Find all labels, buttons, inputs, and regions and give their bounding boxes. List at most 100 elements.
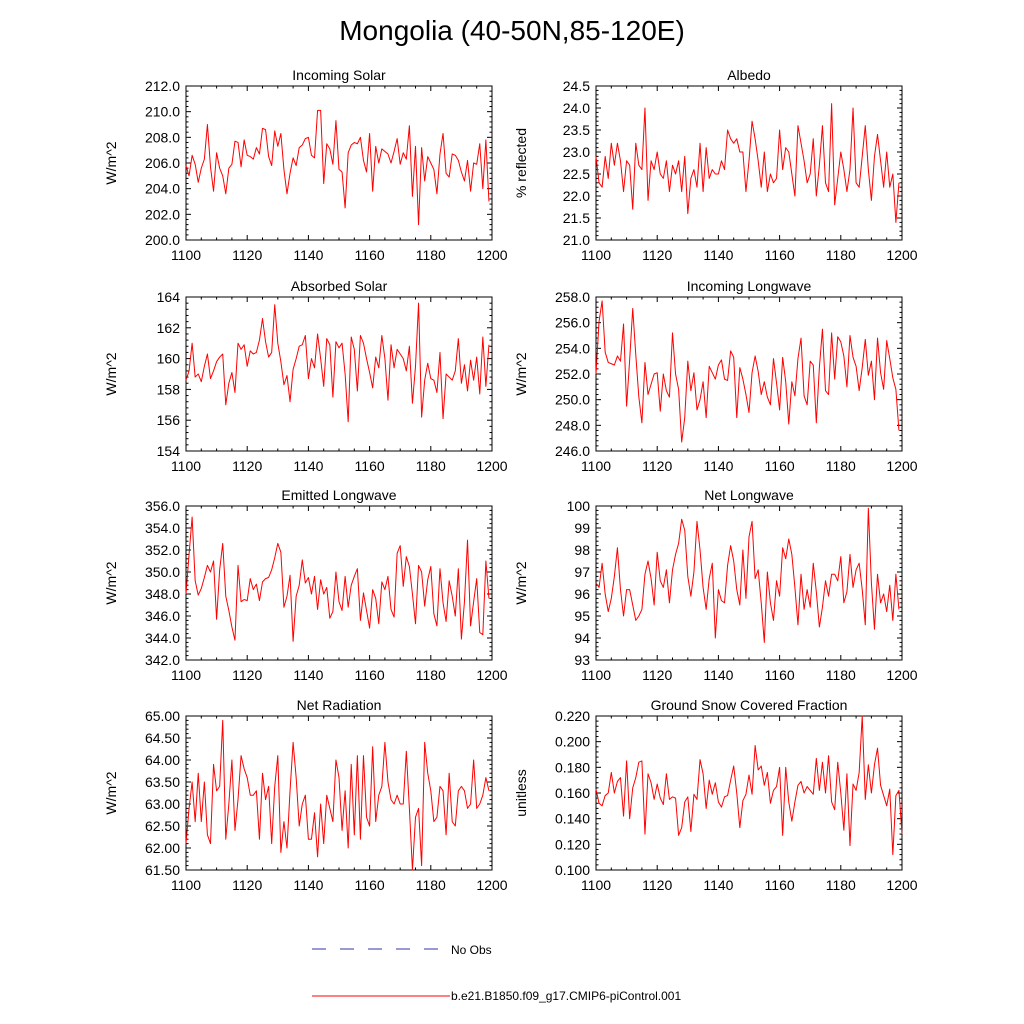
y-tick-label: 250.0 [555, 392, 590, 408]
y-tick-label: 21.5 [563, 210, 590, 226]
y-tick-label: 348.0 [145, 586, 180, 602]
x-tick-label: 1120 [642, 458, 672, 474]
y-tick-label: 93 [574, 652, 590, 668]
y-tick-label: 160 [157, 351, 181, 367]
y-tick-label: 344.0 [145, 630, 180, 646]
legend-entry-model: b.e21.B1850.f09_g17.CMIP6-piControl.001 [312, 989, 681, 1003]
x-tick-label: 1140 [703, 247, 733, 263]
x-tick-label: 1100 [581, 667, 611, 683]
x-tick-label: 1180 [826, 667, 856, 683]
y-tick-label: 0.180 [555, 759, 590, 775]
y-tick-label: 252.0 [555, 366, 590, 382]
panel-absorbed-solar: Absorbed Solar 1100 1120 1140 1160 1180 1200 15… [103, 278, 508, 474]
y-tick-label: 162 [157, 320, 181, 336]
y-axis-label: W/m^2 [513, 561, 529, 604]
y-axis-label: unitless [513, 769, 529, 816]
y-tick-label: 354.0 [145, 520, 180, 536]
y-tick-label: 61.50 [145, 862, 180, 878]
y-tick-label: 64.50 [145, 730, 180, 746]
x-tick-label: 1120 [232, 458, 262, 474]
series-line-0 [595, 300, 900, 443]
series-line-0 [185, 302, 490, 423]
y-tick-label: 154 [157, 443, 181, 459]
series-line-0 [595, 507, 900, 643]
plot-frame [595, 296, 903, 452]
x-tick-label: 1200 [476, 247, 507, 263]
y-tick-label: 202.0 [145, 206, 180, 222]
y-tick-label: 164 [157, 289, 181, 305]
legend-label-model: b.e21.B1850.f09_g17.CMIP6-piControl.001 [451, 989, 681, 1003]
x-tick-label: 1180 [416, 458, 446, 474]
plot-frame [185, 715, 493, 871]
y-tick-label: 64.00 [145, 752, 180, 768]
x-tick-label: 1120 [232, 667, 262, 683]
y-axis-label: W/m^2 [103, 771, 119, 814]
panel-title: Net Longwave [704, 487, 794, 503]
legend: No Obs b.e21.B1850.f09_g17.CMIP6-piContr… [312, 943, 681, 1003]
x-tick-label: 1200 [886, 877, 917, 893]
panel-incoming-longwave: Incoming Longwave 1100 1120 1140 1160 1180 120… [513, 278, 918, 474]
y-tick-label: 0.140 [555, 811, 590, 827]
y-tick-label: 23.0 [563, 144, 590, 160]
y-axis-label: W/m^2 [513, 352, 529, 395]
y-tick-label: 97 [574, 564, 590, 580]
series-line-0 [185, 516, 490, 642]
x-tick-label: 1100 [581, 877, 611, 893]
x-tick-label: 1120 [642, 247, 672, 263]
panels: Incoming Solar 1100 1120 1140 1160 1180 1200 20… [103, 67, 918, 893]
y-tick-label: 352.0 [145, 542, 180, 558]
y-tick-label: 212.0 [145, 78, 180, 94]
y-tick-label: 22.5 [563, 166, 590, 182]
x-tick-label: 1100 [171, 247, 201, 263]
panel-title: Incoming Solar [292, 67, 386, 83]
y-tick-label: 248.0 [555, 417, 590, 433]
x-tick-label: 1100 [581, 247, 611, 263]
x-tick-label: 1200 [886, 458, 917, 474]
y-tick-label: 254.0 [555, 340, 590, 356]
y-tick-label: 99 [574, 520, 590, 536]
y-tick-label: 206.0 [145, 155, 180, 171]
x-tick-label: 1160 [355, 458, 385, 474]
panel-emitted-longwave: Emitted Longwave 1100 1120 1140 1160 1180 1200… [103, 487, 508, 683]
x-tick-label: 1140 [703, 877, 733, 893]
y-tick-label: 200.0 [145, 232, 180, 248]
y-tick-label: 24.5 [563, 78, 590, 94]
y-tick-label: 95 [574, 608, 590, 624]
y-tick-label: 346.0 [145, 608, 180, 624]
legend-entry-no-obs: No Obs [312, 943, 492, 957]
y-tick-label: 96 [574, 586, 590, 602]
x-tick-label: 1200 [476, 458, 507, 474]
y-tick-label: 256.0 [555, 315, 590, 331]
x-tick-label: 1100 [171, 877, 201, 893]
panel-incoming-solar: Incoming Solar 1100 1120 1140 1160 1180 1200 20… [103, 67, 508, 263]
plot-frame [595, 505, 903, 661]
y-axis-label: W/m^2 [103, 561, 119, 604]
x-tick-label: 1100 [581, 458, 611, 474]
y-tick-label: 0.100 [555, 862, 590, 878]
x-tick-label: 1180 [826, 458, 856, 474]
series-line-0 [595, 103, 900, 223]
x-tick-label: 1160 [355, 877, 385, 893]
x-tick-label: 1140 [703, 667, 733, 683]
panel-title: Incoming Longwave [687, 278, 812, 294]
x-tick-label: 1100 [171, 458, 201, 474]
x-tick-label: 1180 [826, 247, 856, 263]
x-tick-label: 1200 [476, 877, 507, 893]
panel-albedo: Albedo 1100 1120 1140 1160 1180 1200 21.0 21.5 22… [513, 67, 918, 263]
panel-title: Net Radiation [297, 697, 382, 713]
y-tick-label: 0.160 [555, 785, 590, 801]
x-tick-label: 1120 [232, 877, 262, 893]
x-tick-label: 1160 [765, 877, 795, 893]
y-tick-label: 65.00 [145, 708, 180, 724]
y-axis-label: W/m^2 [103, 141, 119, 184]
x-tick-label: 1200 [886, 667, 917, 683]
plot-frame [595, 715, 903, 871]
y-tick-label: 0.220 [555, 708, 590, 724]
y-tick-label: 210.0 [145, 104, 180, 120]
y-tick-label: 94 [574, 630, 590, 646]
x-tick-label: 1140 [293, 667, 323, 683]
panel-net-radiation: Net Radiation 1100 1120 1140 1160 1180 1200 61.… [103, 697, 508, 893]
x-tick-label: 1200 [476, 667, 507, 683]
x-tick-label: 1140 [293, 247, 323, 263]
